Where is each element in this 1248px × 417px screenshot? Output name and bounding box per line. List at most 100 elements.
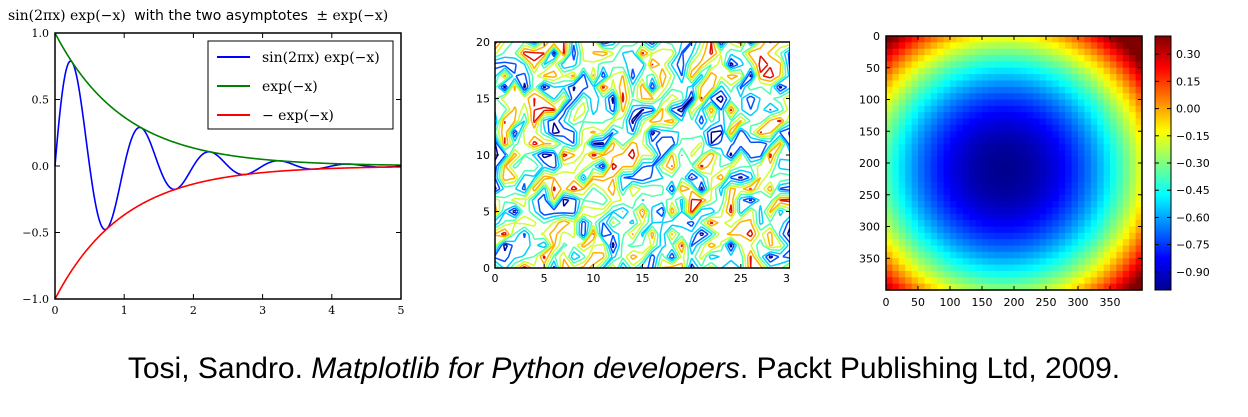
heatmap-cell xyxy=(1001,86,1009,94)
heatmap-cell xyxy=(937,48,945,56)
heatmap-cell xyxy=(1001,213,1009,221)
heatmap-cell xyxy=(1058,251,1066,259)
heatmap-cell xyxy=(1135,80,1143,88)
heatmap-cell xyxy=(1058,270,1066,278)
heatmap-cell xyxy=(1103,251,1111,259)
heatmap-cell xyxy=(1078,74,1085,82)
heatmap-cell xyxy=(905,264,913,272)
heatmap-cell xyxy=(988,251,996,259)
heatmap-cell xyxy=(1007,131,1015,139)
heatmap-cell xyxy=(1090,86,1098,94)
heatmap-cell xyxy=(1110,42,1117,50)
heatmap-cell xyxy=(956,264,964,272)
heatmap-cell xyxy=(1039,137,1047,145)
heatmap-cell xyxy=(898,42,906,50)
heatmap-cell xyxy=(924,188,932,196)
heatmap-cell xyxy=(1033,251,1041,259)
heatmap-cell xyxy=(930,264,938,272)
heatmap-cell xyxy=(1116,182,1124,189)
heatmap-cell xyxy=(886,105,893,113)
heatmap-cell xyxy=(937,163,945,170)
heatmap-cell xyxy=(1014,232,1021,240)
heatmap-cell xyxy=(1110,232,1117,240)
heatmap-cell xyxy=(905,42,913,50)
x-tick-label: 250 xyxy=(1036,296,1057,309)
heatmap-cell xyxy=(1065,270,1073,278)
heatmap-cell xyxy=(943,80,951,88)
heatmap-cell xyxy=(898,36,906,43)
heatmap-cell xyxy=(1103,220,1111,228)
heatmap-cell xyxy=(1122,36,1130,43)
heatmap-cell xyxy=(988,93,996,101)
heatmap-cell xyxy=(886,201,893,209)
heatmap-cell xyxy=(898,86,906,94)
heatmap-cell xyxy=(930,143,938,151)
heatmap-cell xyxy=(1065,251,1073,259)
heatmap-cell xyxy=(886,182,893,189)
heatmap-cell xyxy=(930,277,938,285)
heatmap-cell xyxy=(898,258,906,266)
heatmap-cell xyxy=(1065,36,1073,43)
heatmap-cell xyxy=(1020,213,1028,221)
heatmap-cell xyxy=(969,99,977,107)
heatmap-cell xyxy=(1020,74,1028,82)
heatmap-cell xyxy=(1020,270,1028,278)
heatmap-cell xyxy=(950,283,957,291)
y-tick-label: 20 xyxy=(476,36,490,49)
heatmap-cell xyxy=(1078,194,1085,202)
heatmap-cell xyxy=(1039,201,1047,209)
heatmap-cell xyxy=(937,124,945,132)
heatmap-cell xyxy=(988,143,996,151)
heatmap-cell xyxy=(969,80,977,88)
heatmap-cell xyxy=(898,112,906,120)
heatmap-cell xyxy=(1007,182,1015,189)
heatmap-cell xyxy=(1103,188,1111,196)
heatmap-cell xyxy=(898,182,906,189)
heatmap-cell xyxy=(1020,131,1028,139)
heatmap-cell xyxy=(1071,80,1079,88)
heatmap-cell xyxy=(956,105,964,113)
heatmap-cell xyxy=(982,194,989,202)
heatmap-cell xyxy=(1058,182,1066,189)
heatmap-cell xyxy=(988,48,996,56)
heatmap-cell xyxy=(1020,175,1028,183)
heatmap-cell xyxy=(937,188,945,196)
heatmap-cell xyxy=(1039,258,1047,266)
heatmap-cell xyxy=(994,86,1002,94)
heatmap-cell xyxy=(994,245,1002,253)
heatmap-cell xyxy=(1020,182,1028,189)
heatmap-cell xyxy=(886,226,893,234)
heatmap-cell xyxy=(1014,61,1021,69)
heatmap-cell xyxy=(930,48,938,56)
heatmap-cell xyxy=(1129,137,1137,145)
heatmap-cell xyxy=(1020,143,1028,151)
heatmap-cell xyxy=(1122,163,1130,170)
heatmap-cell xyxy=(911,67,919,75)
heatmap-cell xyxy=(1014,251,1021,259)
heatmap-cell xyxy=(1122,131,1130,139)
heatmap-cell xyxy=(982,42,989,50)
heatmap-cell xyxy=(975,99,983,107)
heatmap-cell xyxy=(892,175,900,183)
heatmap-cell xyxy=(1135,194,1143,202)
heatmap-cell xyxy=(1007,143,1015,151)
heatmap-cell xyxy=(1020,188,1028,196)
heatmap-cell xyxy=(1135,105,1143,113)
heatmap-cell xyxy=(1097,201,1105,209)
heatmap-cell xyxy=(962,131,970,139)
heatmap-cell xyxy=(956,213,964,221)
heatmap-cell xyxy=(1090,99,1098,107)
heatmap-cell xyxy=(918,112,925,120)
x-tick-label: 25 xyxy=(734,272,748,285)
heatmap-cell xyxy=(1039,74,1047,82)
heatmap-cell xyxy=(1129,67,1137,75)
heatmap-cell xyxy=(1122,213,1130,221)
heatmap-cell xyxy=(962,137,970,145)
heatmap-cell xyxy=(924,86,932,94)
heatmap-cell xyxy=(1052,194,1060,202)
heatmap-cell xyxy=(1026,93,1034,101)
heatmap-cell xyxy=(1039,182,1047,189)
heatmap-cell xyxy=(950,55,957,62)
heatmap-cell xyxy=(1014,67,1021,75)
heatmap-cell xyxy=(892,137,900,145)
